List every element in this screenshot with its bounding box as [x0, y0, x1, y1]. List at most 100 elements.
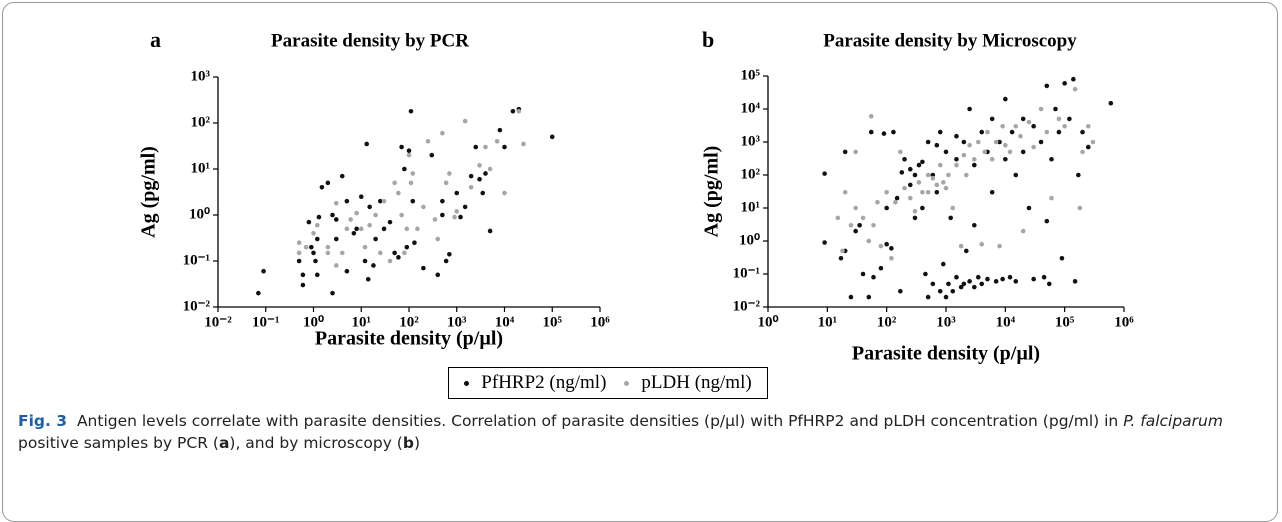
- y-tick-label: 10⁻²: [183, 298, 211, 314]
- point: [447, 251, 452, 257]
- y-tick-label: 10⁰: [739, 232, 760, 248]
- point: [1038, 106, 1044, 112]
- caption-species: P. falciparum: [1123, 412, 1223, 430]
- point: [362, 244, 368, 250]
- x-tick-label: 10⁶: [590, 314, 610, 330]
- point: [1020, 228, 1026, 234]
- point: [985, 129, 990, 135]
- point: [408, 108, 414, 114]
- point: [314, 222, 320, 228]
- point: [408, 180, 414, 186]
- point: [1090, 139, 1096, 145]
- point: [1076, 172, 1081, 178]
- point: [319, 185, 325, 190]
- point: [982, 149, 988, 155]
- point: [1038, 139, 1044, 145]
- point: [333, 217, 339, 222]
- x-tick-label: 10²: [399, 314, 419, 330]
- y-tick-label: 10⁻²: [733, 298, 761, 314]
- point: [898, 149, 903, 155]
- point: [325, 244, 331, 250]
- point: [344, 226, 350, 232]
- point: [344, 198, 350, 204]
- point: [925, 139, 931, 145]
- point: [989, 156, 995, 162]
- caption-ref: b: [402, 434, 414, 452]
- point: [1009, 129, 1015, 135]
- point: [425, 139, 431, 144]
- point: [972, 156, 977, 162]
- point: [954, 133, 959, 139]
- point: [972, 222, 977, 228]
- point: [440, 212, 445, 218]
- point: [454, 209, 460, 214]
- panel-label: b: [702, 27, 714, 52]
- point: [920, 159, 925, 165]
- point: [358, 194, 364, 199]
- point: [891, 129, 896, 135]
- point: [857, 222, 862, 228]
- point: [447, 171, 452, 176]
- point: [1071, 76, 1076, 82]
- x-tick-label: 10³: [447, 314, 467, 330]
- point: [443, 258, 449, 264]
- point: [835, 215, 841, 221]
- caption: Fig. 3 Antigen levels correlate with par…: [18, 410, 1263, 454]
- point: [440, 130, 445, 136]
- point: [975, 139, 981, 145]
- point: [848, 222, 854, 228]
- point: [884, 189, 889, 195]
- point: [889, 246, 894, 251]
- point: [296, 250, 302, 256]
- point: [387, 258, 393, 264]
- x-tick-label: 10⁰: [757, 314, 778, 330]
- point: [339, 173, 345, 179]
- y-axis-label: Ag (pg/ml): [138, 146, 160, 238]
- point: [912, 208, 918, 214]
- point: [333, 236, 339, 242]
- caption-text: ): [413, 434, 421, 452]
- point: [822, 240, 827, 245]
- point: [954, 156, 959, 162]
- point: [1041, 274, 1047, 280]
- point: [860, 271, 866, 277]
- point: [1003, 142, 1008, 148]
- point: [920, 205, 925, 211]
- legend-marker: [624, 381, 630, 387]
- point: [979, 129, 985, 135]
- point: [958, 284, 964, 290]
- point: [421, 204, 426, 210]
- point: [958, 243, 964, 249]
- point: [440, 198, 445, 204]
- point: [549, 134, 555, 140]
- point: [502, 144, 507, 150]
- y-tick-label: 10²: [741, 166, 761, 182]
- point: [406, 152, 412, 158]
- point: [443, 180, 449, 186]
- point: [930, 175, 936, 181]
- point: [454, 190, 460, 196]
- point: [311, 250, 316, 256]
- point: [412, 240, 417, 245]
- legend-marker: [464, 381, 470, 387]
- point: [975, 274, 981, 280]
- point: [387, 219, 393, 225]
- point: [884, 205, 889, 211]
- point: [256, 290, 261, 296]
- point: [404, 244, 410, 250]
- point: [878, 243, 884, 249]
- point: [435, 272, 441, 278]
- point: [402, 250, 407, 256]
- chart-title: Parasite density by PCR: [271, 30, 469, 51]
- point: [912, 215, 918, 221]
- y-axis-label: Ag (pg/ml): [701, 146, 723, 238]
- point: [884, 241, 889, 247]
- legend: PfHRP2 (ng/ml) pLDH (ng/ml): [448, 367, 768, 399]
- point: [997, 139, 1002, 145]
- point: [979, 241, 985, 247]
- x-tick-label: 10⁰: [303, 314, 324, 330]
- point: [954, 274, 959, 280]
- point: [853, 149, 858, 155]
- point: [937, 162, 943, 168]
